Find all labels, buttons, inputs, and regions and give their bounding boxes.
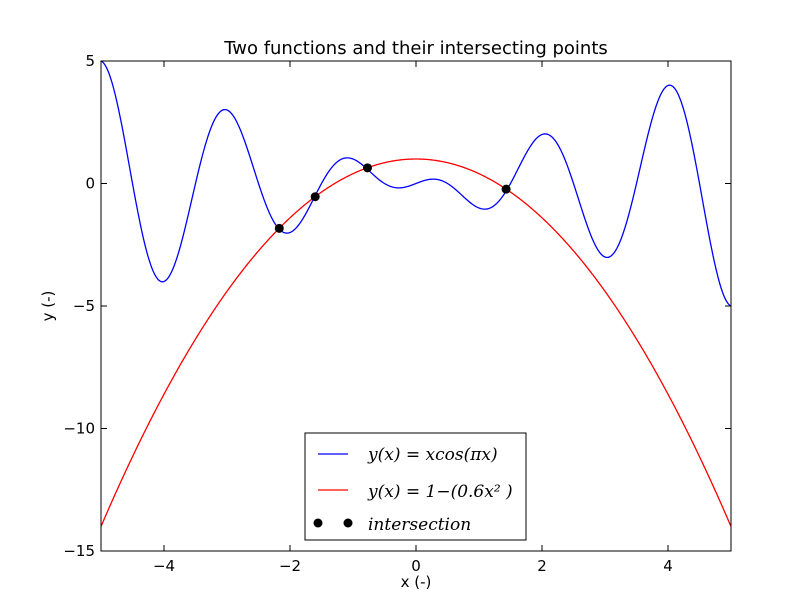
x-tick-label: 4 — [663, 557, 673, 575]
x-tick-label: 0 — [411, 557, 421, 575]
legend: y(x) = xcos(πx) y(x) = 1−(0.6x² ) inters… — [304, 432, 527, 541]
x-axis-label: x (-) — [401, 573, 432, 591]
y-axis-label: y (-) — [39, 291, 57, 322]
series-layer — [101, 61, 731, 527]
intersection-point-2 — [310, 192, 320, 202]
legend-marker-dot-2 — [343, 518, 353, 528]
intersection-point-1 — [274, 223, 284, 233]
intersection-point-4 — [501, 184, 511, 194]
intersection-point-3 — [362, 163, 372, 173]
legend-box — [304, 432, 527, 541]
chart-title: Two functions and their intersecting poi… — [223, 38, 608, 59]
x-tick-label: 2 — [537, 557, 547, 575]
legend-label-intersection: intersection — [368, 515, 471, 535]
y-tick-label: −10 — [63, 420, 95, 438]
axis-ticks: −4 −2 0 2 4 5 0 −5 −10 −15 — [63, 52, 731, 575]
series-line-0 — [101, 61, 731, 307]
y-tick-label: −15 — [63, 542, 95, 560]
y-tick-label: 0 — [85, 175, 95, 193]
legend-label-blue: y(x) = xcos(πx) — [367, 445, 498, 465]
intersection-points — [274, 163, 511, 233]
legend-marker-dot-1 — [313, 518, 323, 528]
series-line-1 — [101, 158, 731, 527]
x-tick-label: −4 — [153, 557, 175, 575]
legend-label-red: y(x) = 1−(0.6x² ) — [367, 482, 513, 502]
x-tick-label: −2 — [279, 557, 301, 575]
y-tick-label: −5 — [73, 297, 95, 315]
y-tick-label: 5 — [85, 52, 95, 70]
